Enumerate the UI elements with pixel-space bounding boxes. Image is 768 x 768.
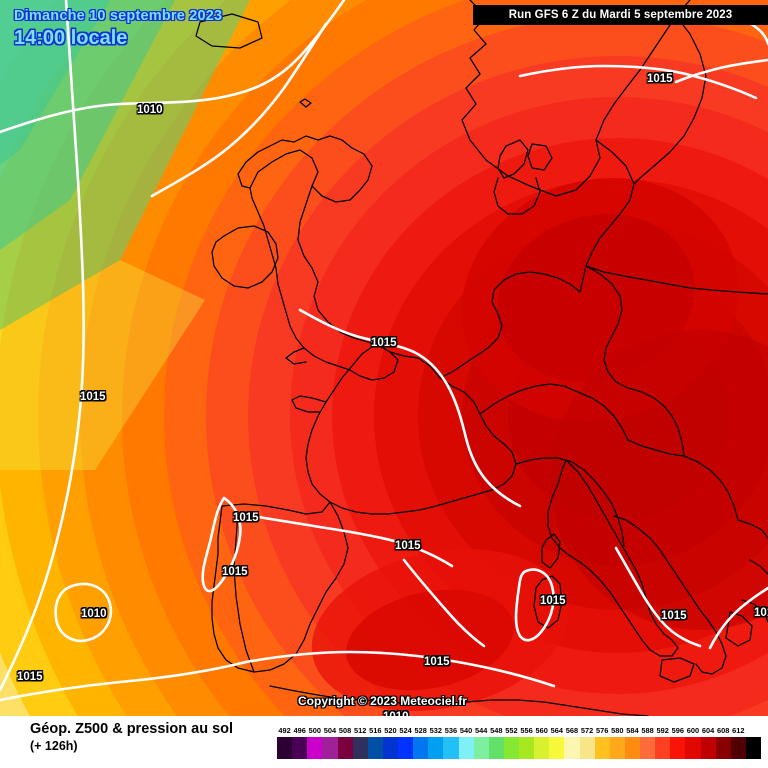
color-swatch: [745, 737, 761, 759]
color-swatch: [413, 737, 429, 759]
color-scale-tick: 532: [429, 726, 442, 735]
trough-wedge: [0, 0, 250, 470]
color-scale-tick: 540: [459, 726, 473, 735]
warm-core: [550, 330, 768, 630]
color-swatch: [277, 737, 293, 759]
color-swatch: [534, 737, 550, 759]
footer: Géop. Z500 & pression au sol (+ 126h) 49…: [0, 716, 768, 768]
color-swatch: [367, 737, 383, 759]
color-scale-tick: 500: [308, 726, 321, 735]
color-swatch: [609, 737, 625, 759]
color-swatch: [443, 737, 459, 759]
color-swatch: [428, 737, 444, 759]
color-swatch: [670, 737, 686, 759]
caption-leadtime: (+ 126h): [30, 739, 78, 753]
color-swatch: [594, 737, 610, 759]
color-scale-tick: 580: [611, 726, 624, 735]
color-scale-tick: 588: [641, 726, 654, 735]
color-swatch: [519, 737, 535, 759]
color-scale-tick: 572: [580, 726, 594, 735]
color-scale-tick: 612: [732, 726, 745, 735]
color-swatch: [352, 737, 368, 759]
color-scale-tick: 604: [701, 726, 715, 735]
color-swatch: [488, 737, 504, 759]
color-swatch: [655, 737, 671, 759]
color-scale-tick: 548: [490, 726, 503, 735]
color-scale-tick: 556: [520, 726, 533, 735]
color-scale-tick: 504: [323, 726, 337, 735]
color-swatch: [640, 737, 656, 759]
color-scale-tick: 608: [717, 726, 730, 735]
color-scale-legend: 492 496 500 504 508 512 516 520 524 528 532 536 540 5…: [277, 726, 761, 759]
color-scale-tick: 544: [475, 726, 488, 735]
color-swatch: [579, 737, 595, 759]
color-swatch: [715, 737, 731, 759]
color-scale-tick: 528: [414, 726, 427, 735]
color-swatch: [549, 737, 565, 759]
color-scale-tick: 584: [626, 726, 639, 735]
color-scale-tick: 524: [399, 726, 412, 735]
color-scale-tick: 576: [596, 726, 609, 735]
color-scale-tick: 520: [384, 726, 397, 735]
geopotential-shading: [0, 0, 768, 716]
color-swatch: [564, 737, 580, 759]
color-scale-tick: 564: [550, 726, 563, 735]
run-info-bar: Run GFS 6 Z du Mardi 5 septembre 2023: [473, 5, 768, 25]
color-scale-tick: 552: [505, 726, 518, 735]
color-scale-tick: 600: [686, 726, 700, 735]
chart-caption: Géop. Z500 & pression au sol (+ 126h): [30, 720, 233, 754]
color-swatch: [307, 737, 323, 759]
color-scale-tick: 492: [278, 726, 291, 735]
color-swatch: [337, 737, 353, 759]
color-scale-tick: 592: [656, 726, 669, 735]
color-scale-tick: 568: [565, 726, 579, 735]
color-scale-tick: 536: [444, 726, 458, 735]
color-swatch: [624, 737, 640, 759]
color-swatch: [730, 737, 746, 759]
color-scale-tick: 512: [354, 726, 367, 735]
color-swatch: [503, 737, 519, 759]
run-info-text: Run GFS 6 Z du Mardi 5 septembre 2023: [508, 9, 733, 21]
color-swatch: [398, 737, 414, 759]
color-swatch: [473, 737, 489, 759]
color-swatch: [322, 737, 338, 759]
color-swatch: [458, 737, 474, 759]
color-scale-bar: [277, 737, 761, 759]
color-swatch: [700, 737, 716, 759]
color-scale-tick: 508: [338, 726, 352, 735]
color-scale-ticks: 492 496 500 504 508 512 516 520 524 528 532 536 540 5…: [277, 726, 761, 737]
weather-map[interactable]: Dimanche 10 septembre 2023 14:00 locale …: [0, 0, 768, 716]
color-scale-tick: 560: [535, 726, 548, 735]
color-swatch: [382, 737, 398, 759]
color-scale-tick: 516: [369, 726, 382, 735]
color-swatch: [685, 737, 701, 759]
isobars: [0, 0, 768, 702]
map-canvas: [0, 0, 768, 716]
color-scale-tick: 596: [671, 726, 684, 735]
color-swatch: [292, 737, 308, 759]
color-scale-tick: 496: [293, 726, 306, 735]
caption-title: Géop. Z500 & pression au sol: [30, 721, 234, 737]
